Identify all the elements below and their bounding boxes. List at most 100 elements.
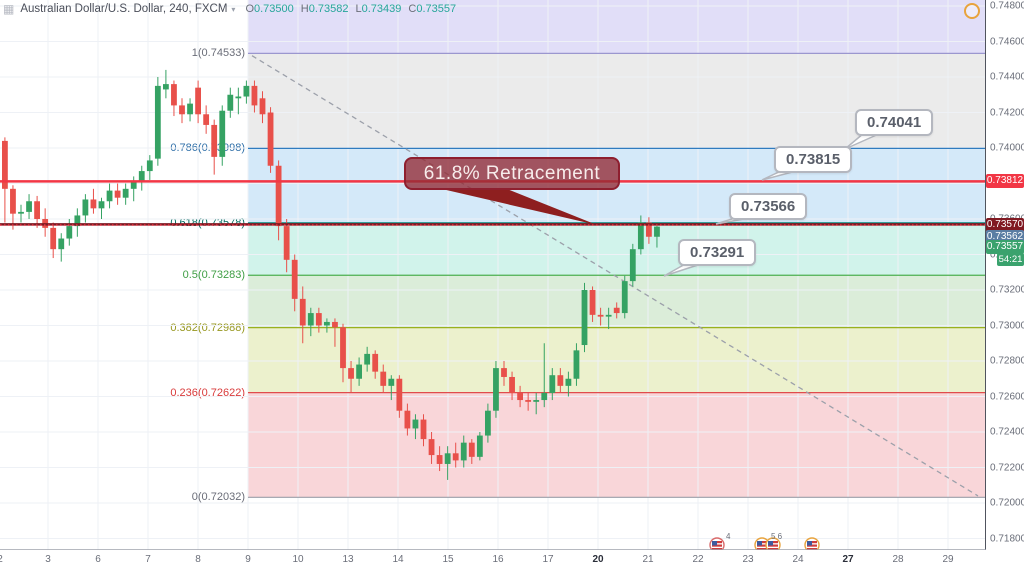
candle[interactable]: [90, 199, 97, 209]
candle[interactable]: [332, 321, 338, 328]
candle[interactable]: [26, 201, 32, 212]
price-callout[interactable]: 0.73815: [774, 146, 853, 173]
candle[interactable]: [74, 215, 81, 227]
candle[interactable]: [98, 201, 105, 209]
candle[interactable]: [654, 226, 660, 237]
candle[interactable]: [364, 353, 371, 365]
symbol-title[interactable]: Australian Dollar/U.S. Dollar, 240, FXCM: [20, 3, 228, 15]
candle[interactable]: [444, 453, 451, 464]
candle[interactable]: [251, 85, 258, 106]
candle[interactable]: [227, 94, 234, 111]
candle[interactable]: [195, 87, 201, 115]
price-callout[interactable]: 0.73291: [678, 239, 757, 266]
candle[interactable]: [541, 392, 548, 401]
candle[interactable]: [589, 290, 596, 315]
candle[interactable]: [315, 313, 322, 326]
candle[interactable]: [267, 112, 274, 166]
candle[interactable]: [259, 98, 266, 115]
candle[interactable]: [187, 103, 193, 115]
candle[interactable]: [509, 376, 515, 393]
candle[interactable]: [34, 201, 40, 219]
candle[interactable]: [420, 419, 427, 440]
candle[interactable]: [468, 442, 475, 457]
candle[interactable]: [380, 371, 387, 386]
candle[interactable]: [597, 314, 604, 317]
candle[interactable]: [428, 439, 435, 456]
candle[interactable]: [283, 226, 290, 260]
candle[interactable]: [621, 281, 628, 314]
candle[interactable]: [324, 321, 330, 326]
candle[interactable]: [243, 85, 250, 97]
candle[interactable]: [219, 110, 226, 157]
candle[interactable]: [517, 392, 523, 401]
candle[interactable]: [557, 375, 564, 386]
candle[interactable]: [138, 171, 145, 182]
date-tick-label: 6: [95, 554, 101, 565]
candle[interactable]: [549, 375, 556, 393]
candle[interactable]: [50, 227, 57, 250]
date-tick-label: 13: [342, 554, 354, 565]
fib-band: [248, 222, 985, 276]
candle[interactable]: [146, 160, 153, 172]
candle[interactable]: [372, 353, 379, 372]
candle[interactable]: [396, 378, 403, 411]
candle[interactable]: [460, 442, 467, 461]
candle[interactable]: [66, 226, 73, 239]
candle[interactable]: [493, 368, 499, 411]
candle[interactable]: [605, 314, 612, 317]
candle[interactable]: [106, 190, 113, 202]
symbol-dropdown-caret[interactable]: ▾: [231, 4, 236, 14]
candle[interactable]: [179, 105, 185, 115]
candle[interactable]: [485, 410, 491, 436]
price-callout[interactable]: 0.73566: [729, 193, 808, 220]
retracement-annotation[interactable]: 61.8% Retracement: [404, 157, 620, 190]
candle[interactable]: [637, 222, 644, 250]
candle[interactable]: [10, 188, 16, 214]
trendline-dashed[interactable]: [251, 55, 979, 497]
candle[interactable]: [82, 199, 89, 216]
candle[interactable]: [388, 378, 395, 386]
candle[interactable]: [348, 368, 354, 379]
candle[interactable]: [533, 400, 540, 402]
candle[interactable]: [573, 350, 580, 379]
candle[interactable]: [2, 140, 8, 189]
candle[interactable]: [275, 165, 282, 227]
candle[interactable]: [452, 453, 459, 461]
candle[interactable]: [436, 455, 443, 464]
candle[interactable]: [412, 419, 419, 429]
candle[interactable]: [501, 368, 507, 377]
candle[interactable]: [629, 249, 636, 282]
candle[interactable]: [122, 188, 129, 198]
candle[interactable]: [340, 327, 346, 369]
alert-clock-icon[interactable]: [964, 3, 980, 19]
candle[interactable]: [356, 364, 362, 379]
time-axis[interactable]: 2367891013141516172021222324272829: [0, 550, 1024, 569]
price-tick-label: 0.72000: [990, 497, 1024, 509]
candle[interactable]: [646, 222, 652, 237]
candle[interactable]: [114, 190, 121, 198]
candle[interactable]: [476, 435, 483, 457]
candle[interactable]: [299, 298, 306, 326]
candle[interactable]: [154, 85, 161, 159]
candle[interactable]: [130, 181, 137, 189]
candle[interactable]: [404, 410, 411, 429]
candle[interactable]: [613, 307, 620, 314]
candle[interactable]: [307, 313, 314, 326]
candle[interactable]: [203, 114, 210, 125]
candle[interactable]: [581, 290, 588, 346]
candle[interactable]: [291, 259, 298, 299]
price-axis[interactable]: 0.74800 0.74600 0.74400 0.74200 0.74000 0.738…: [986, 0, 1024, 550]
candle[interactable]: [163, 84, 169, 90]
candle[interactable]: [235, 96, 242, 99]
price-tick-label: 0.74400: [990, 71, 1024, 83]
candle[interactable]: [58, 238, 65, 250]
candle[interactable]: [18, 211, 24, 214]
price-callout[interactable]: 0.74041: [855, 109, 934, 136]
candle[interactable]: [565, 378, 572, 386]
candle[interactable]: [171, 84, 177, 106]
candle[interactable]: [525, 400, 532, 402]
candle[interactable]: [211, 124, 218, 157]
chart-grid-icon[interactable]: ▦: [3, 2, 15, 16]
